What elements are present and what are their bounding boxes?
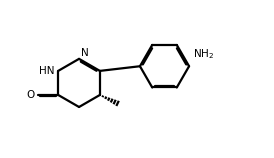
- Text: O: O: [26, 90, 35, 100]
- Text: NH$_2$: NH$_2$: [193, 48, 214, 61]
- Text: HN: HN: [39, 66, 54, 76]
- Text: N: N: [81, 48, 89, 58]
